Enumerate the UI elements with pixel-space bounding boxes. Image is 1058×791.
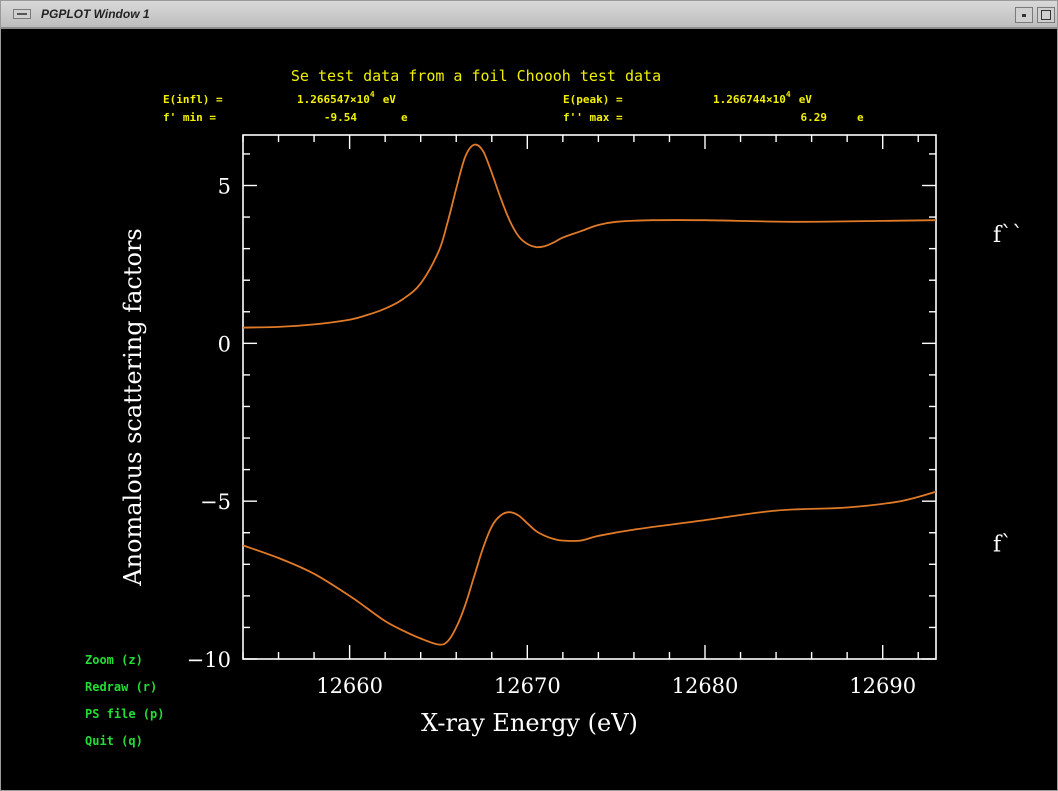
- series-label-f-prime: f`: [993, 533, 1012, 558]
- window-title: PGPLOT Window 1: [41, 7, 150, 21]
- minimize-icon[interactable]: [1015, 7, 1033, 23]
- fmin-unit: e: [401, 111, 408, 124]
- x-tick-label: 12670: [494, 674, 561, 698]
- x-axis-label: X-ray Energy (eV): [421, 709, 638, 737]
- y-tick-labels: 5 0 −5 −10: [187, 175, 231, 672]
- epeak-value: 1.266744×104 eV: [713, 90, 812, 106]
- x-tick-label: 12660: [316, 674, 383, 698]
- redraw-button[interactable]: Redraw (r): [85, 680, 158, 694]
- plot-canvas: Se test data from a foil Choooh test dat…: [119, 67, 1023, 737]
- y-tick-label: 0: [218, 332, 231, 356]
- x-tick-label: 12690: [849, 674, 916, 698]
- x-tick-labels: 12660 12670 12680 12690: [316, 674, 916, 698]
- series-line-f-double-prime: [242, 143, 937, 329]
- y-tick-label: −10: [187, 648, 231, 672]
- axis-ticks: [242, 135, 936, 660]
- fmin-label: f' min =: [163, 111, 216, 124]
- einfl-value: 1.266547×104 eV: [297, 90, 396, 106]
- ps-file-button[interactable]: PS file (p): [85, 707, 165, 721]
- fmax-unit: e: [857, 111, 864, 124]
- series-layer: [242, 143, 937, 646]
- fmax-value: 6.29: [801, 111, 828, 124]
- fmax-label: f'' max =: [563, 111, 623, 124]
- chart-title: Se test data from a foil Choooh test dat…: [291, 67, 661, 85]
- fmin-value: -9.54: [324, 111, 357, 124]
- series-line-f-prime: [242, 490, 937, 646]
- series-label-f-double-prime: f``: [993, 223, 1023, 248]
- y-tick-label: 5: [218, 175, 231, 199]
- maximize-icon[interactable]: [1037, 7, 1055, 23]
- y-tick-label: −5: [200, 490, 231, 514]
- y-axis-label: Anomalous scattering factors: [119, 228, 147, 587]
- window-menu-icon[interactable]: [13, 9, 31, 19]
- einfl-label: E(infl) =: [163, 93, 223, 106]
- quit-button[interactable]: Quit (q): [85, 734, 143, 748]
- title-bar[interactable]: PGPLOT Window 1: [1, 1, 1057, 29]
- series-labels: f`` f`: [993, 223, 1023, 557]
- plot-frame: [242, 134, 937, 660]
- x-tick-label: 12680: [672, 674, 739, 698]
- zoom-button[interactable]: Zoom (z): [85, 653, 143, 667]
- epeak-label: E(peak) =: [563, 93, 623, 106]
